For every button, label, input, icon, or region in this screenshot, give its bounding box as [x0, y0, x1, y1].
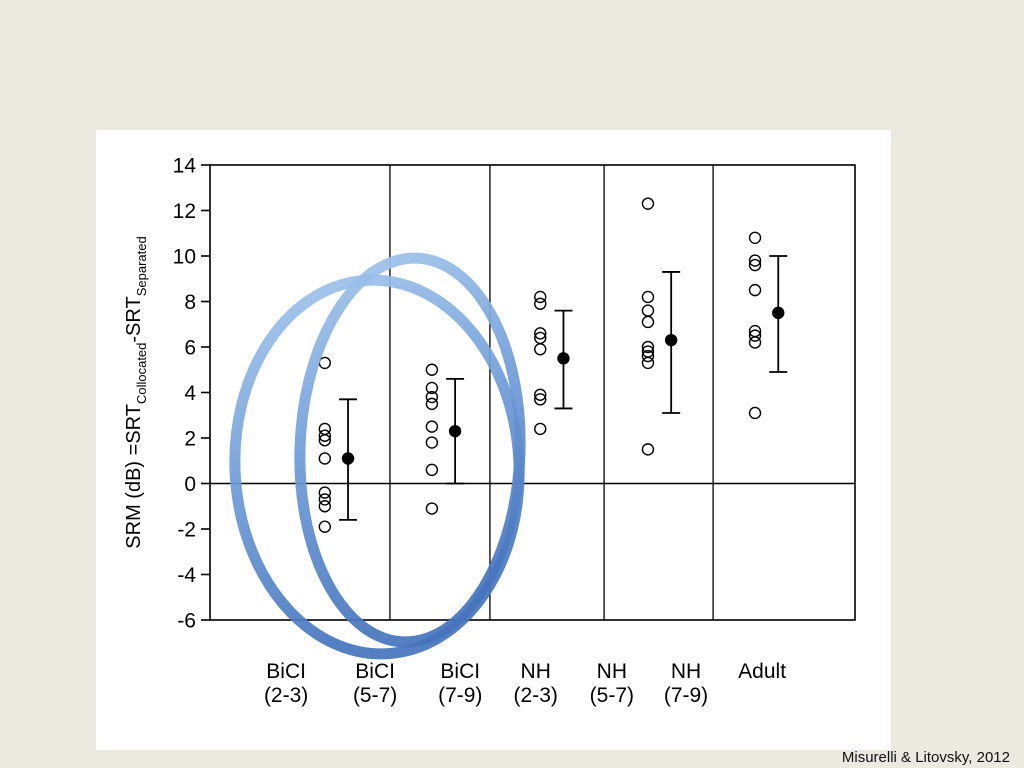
y-axis-label: SRM (dB) =SRTCollocated-SRTSeparated: [123, 236, 149, 548]
group-label: (7-9): [438, 684, 482, 707]
group-label: (5-7): [353, 684, 397, 707]
cluster-adult: [748, 231, 788, 420]
data-point: [534, 290, 547, 304]
data-point: [748, 406, 762, 420]
cluster-bici-7-9-: [425, 363, 465, 515]
data-point: [748, 231, 762, 245]
data-point: [534, 393, 547, 406]
group-label: BiCI: [266, 660, 306, 683]
y-tick-label: 14: [173, 155, 197, 178]
data-point: [534, 327, 547, 340]
data-point: [425, 420, 439, 433]
figure-panel: 14 12 10 8 6 4 2 0 -2 -4 -6 SRM (dB) =SRTCollocated…: [96, 130, 891, 750]
data-point: [425, 436, 439, 449]
y-tick-label: -4: [177, 564, 196, 587]
data-point: [425, 381, 439, 395]
data-point: [748, 336, 762, 349]
data-point: [425, 397, 439, 411]
y-tick-label: -2: [177, 519, 196, 542]
data-point: [425, 363, 439, 376]
data-point: [641, 315, 655, 329]
group-label: Adult: [738, 660, 786, 683]
group-label: BiCI: [355, 660, 395, 683]
data-point: [318, 493, 332, 506]
data-point: [425, 502, 439, 515]
data-point: [641, 197, 655, 210]
group-label: (5-7): [590, 684, 634, 707]
group-label: (2-3): [514, 684, 558, 707]
data-point: [425, 390, 439, 404]
y-tick-label: 2: [184, 428, 196, 451]
group-label: (7-9): [664, 684, 708, 707]
y-tick-label: 0: [184, 473, 196, 496]
data-point: [534, 422, 547, 436]
y-tick-label: 6: [184, 337, 196, 360]
y-tick-label: 10: [173, 246, 196, 269]
data-point: [641, 356, 655, 370]
data-point: [748, 329, 762, 342]
data-point: [318, 429, 332, 442]
mean-marker: [557, 352, 570, 365]
group-label: BiCI: [440, 660, 480, 683]
data-point: [641, 443, 655, 456]
data-point: [534, 388, 547, 401]
data-point: [534, 343, 547, 356]
mean-marker: [664, 333, 678, 347]
data-point: [318, 452, 332, 465]
group-label: (2-3): [264, 684, 308, 707]
group-label: NH: [671, 660, 701, 683]
y-tick-label: 8: [184, 291, 196, 314]
data-point: [748, 258, 762, 272]
data-point: [641, 349, 655, 363]
data-point: [425, 463, 439, 477]
mean-marker: [448, 424, 462, 438]
data-point: [318, 486, 332, 499]
mean-marker: [341, 452, 355, 465]
data-point: [641, 304, 655, 317]
data-point: [748, 254, 762, 267]
y-tick-label: -6: [177, 610, 196, 633]
data-point: [318, 500, 332, 513]
data-point: [318, 520, 332, 533]
data-point: [318, 434, 332, 447]
srm-scatter-chart: 14 12 10 8 6 4 2 0 -2 -4 -6 SRM (dB) =SRTCollocated…: [123, 155, 856, 707]
group-label: NH: [597, 660, 627, 683]
cluster-nh-5-7-: [641, 197, 681, 456]
highlight-ellipse-2: [294, 252, 526, 648]
mean-marker: [772, 306, 785, 320]
cluster-bici-2-3-: [318, 356, 358, 533]
y-tick-label: 4: [184, 382, 196, 405]
data-point: [641, 340, 655, 354]
group-label: NH: [521, 660, 551, 683]
data-point: [641, 290, 655, 304]
citation-text: Misurelli & Litovsky, 2012: [841, 749, 1010, 766]
cluster-nh-2-3-: [534, 290, 573, 436]
y-tick-label: 12: [173, 200, 196, 223]
data-point: [748, 283, 762, 297]
data-point: [534, 297, 547, 310]
highlight-ellipse-1: [229, 274, 525, 660]
